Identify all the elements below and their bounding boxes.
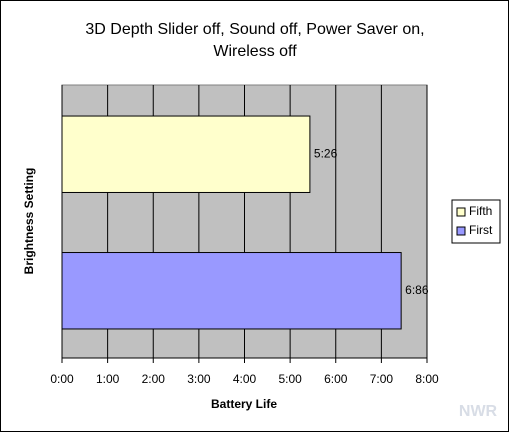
y-axis-title: Brightness Setting [22, 168, 36, 275]
legend-box [451, 199, 501, 244]
legend-swatch [456, 207, 466, 217]
x-tick-label: 5:00 [278, 372, 302, 386]
legend-label: First [469, 223, 493, 237]
x-tick-label: 6:00 [324, 372, 348, 386]
chart-title: 3D Depth Slider off, Sound off, Power Sa… [85, 21, 424, 38]
data-label: 6:86 [405, 283, 429, 297]
x-tick-label: 1:00 [96, 372, 120, 386]
bar [61, 115, 311, 193]
x-tick-label: 3:00 [187, 372, 211, 386]
x-tick-label: 7:00 [370, 372, 394, 386]
legend-swatch [456, 226, 466, 236]
chart-title: Wireless off [213, 43, 297, 60]
x-axis-title: Battery Life [211, 397, 277, 411]
bar [61, 252, 402, 330]
x-tick-label: 2:00 [142, 372, 166, 386]
x-tick-label: 4:00 [233, 372, 257, 386]
data-label: 5:26 [314, 146, 338, 160]
x-tick-label: 8:00 [415, 372, 439, 386]
legend-label: Fifth [469, 204, 492, 218]
x-tick-label: 0:00 [50, 372, 74, 386]
watermark: NWR [459, 403, 498, 420]
